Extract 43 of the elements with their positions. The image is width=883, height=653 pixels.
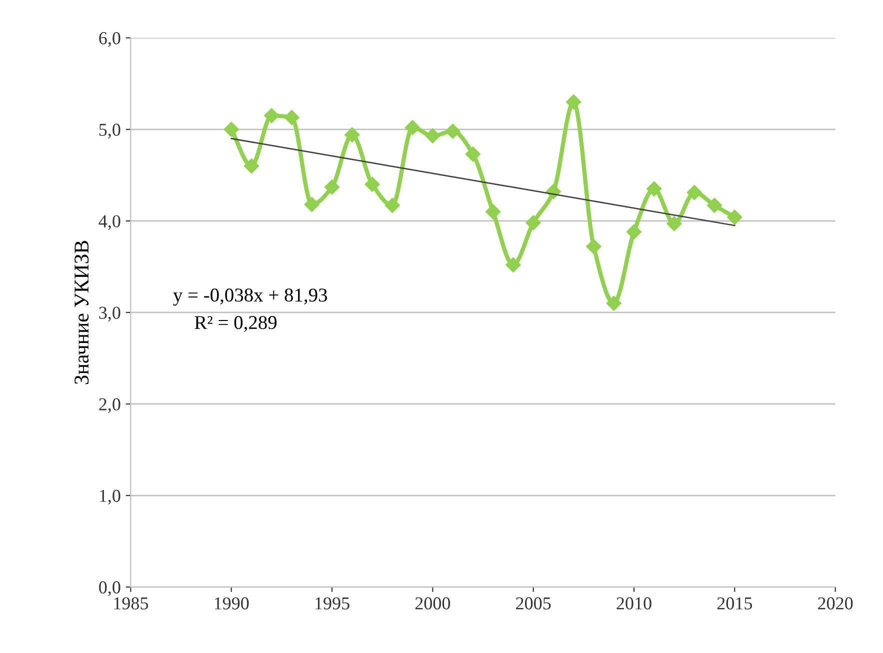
- y-tick-label: 4,0: [98, 215, 120, 230]
- point: [686, 184, 702, 200]
- annotation: R² = 0,289: [194, 316, 277, 332]
- point: [224, 122, 239, 137]
- point: [425, 128, 440, 144]
- y-tick-label: 1,0: [100, 490, 120, 505]
- y-tick-label: 2,0: [99, 398, 120, 414]
- point: [666, 216, 682, 232]
- point: [384, 198, 400, 213]
- y-axis-title: Значние УКИЗВ: [74, 240, 89, 384]
- point: [727, 210, 742, 225]
- x-tick-label: 2010: [616, 597, 652, 610]
- point: [606, 296, 622, 311]
- x-tick-label: 2005: [516, 597, 551, 610]
- point: [465, 146, 481, 162]
- point: [324, 179, 340, 195]
- x-tick-label: 1985: [114, 597, 148, 610]
- point: [284, 110, 300, 126]
- point: [445, 124, 460, 139]
- point: [586, 238, 602, 254]
- point: [646, 181, 662, 196]
- point: [626, 224, 642, 240]
- y-tick-label: 3,0: [99, 306, 120, 322]
- point: [526, 215, 541, 230]
- x-tick-label: 1990: [214, 597, 249, 610]
- point: [404, 120, 420, 136]
- y-tick-label: 6,0: [99, 32, 120, 47]
- point: [244, 158, 260, 174]
- y-tick-label: 5,0: [99, 124, 120, 138]
- x-tick-label: 1995: [316, 597, 350, 610]
- point: [566, 94, 582, 110]
- x-tick-label: 2015: [717, 597, 752, 610]
- point: [304, 196, 320, 212]
- point: [506, 257, 521, 272]
- point: [706, 198, 722, 213]
- point: [344, 127, 360, 142]
- point: [485, 204, 501, 220]
- annotation: y = -0,038x + 81,93: [173, 288, 327, 306]
- point: [364, 176, 380, 192]
- point: [264, 108, 280, 124]
- x-tick-label: 2020: [818, 597, 853, 610]
- y-tick-label: 0,0: [99, 581, 120, 596]
- x-tick-label: 2000: [415, 597, 450, 610]
